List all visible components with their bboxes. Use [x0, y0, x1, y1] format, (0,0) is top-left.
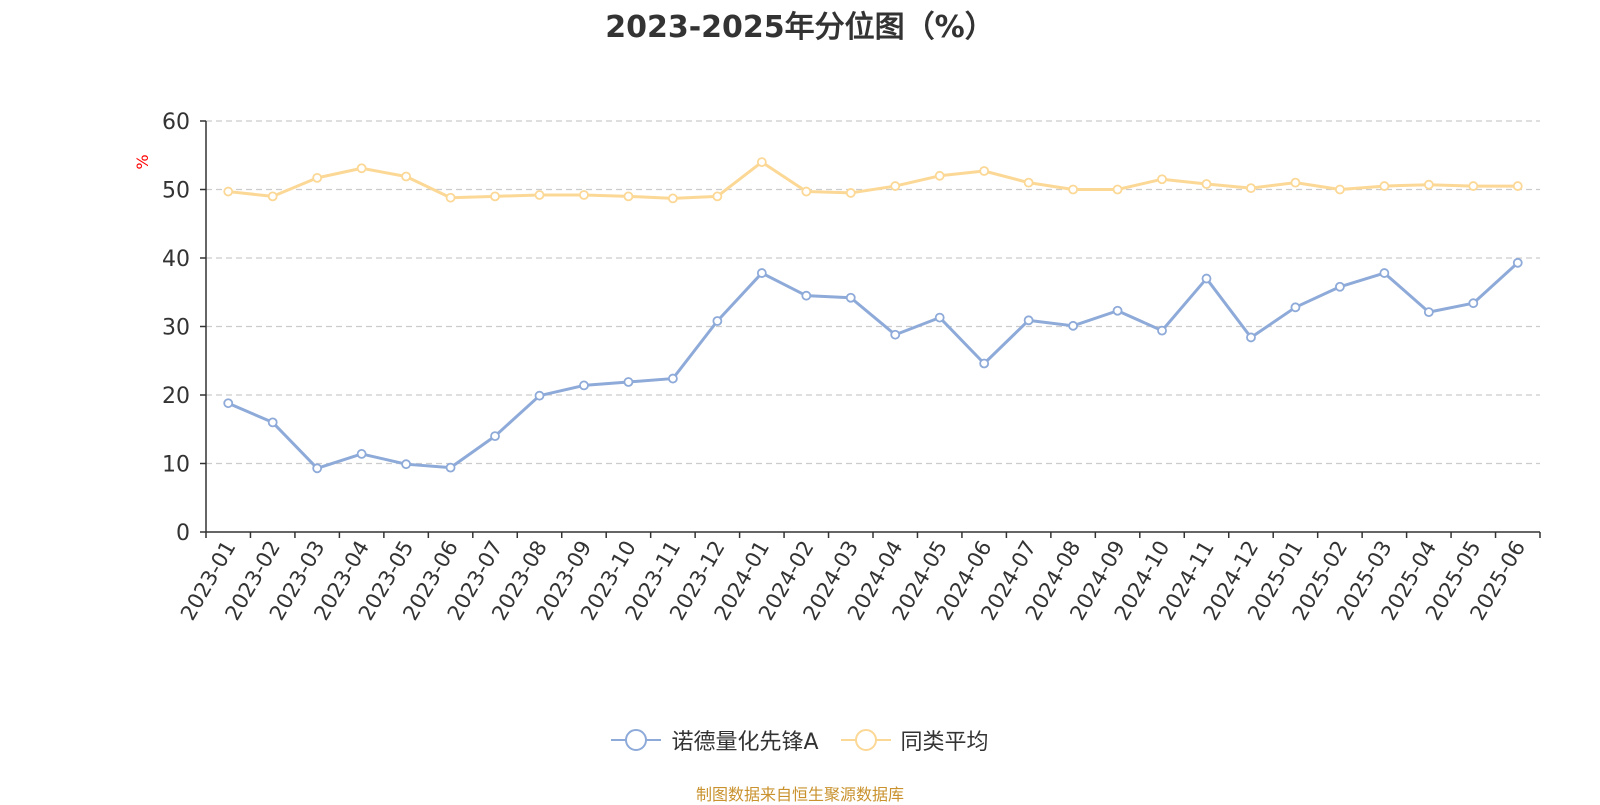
- data-point: [1379, 268, 1390, 278]
- y-tick-label: 60: [162, 110, 190, 135]
- data-point: [712, 191, 723, 202]
- data-point: [579, 380, 589, 391]
- legend: 诺德量化先锋A 同类平均: [0, 724, 1600, 756]
- legend-label: 同类平均: [900, 730, 989, 755]
- legend-marker-icon: [611, 729, 662, 751]
- data-point: [1068, 320, 1078, 331]
- data-point: [668, 193, 678, 204]
- data-point: [1379, 181, 1390, 191]
- data-point: [490, 191, 500, 202]
- data-point: [223, 398, 234, 409]
- data-point: [756, 157, 767, 168]
- data-point: [1246, 183, 1256, 194]
- legend-marker-icon: [840, 729, 891, 751]
- legend-item-series-1[interactable]: 诺德量化先锋A: [611, 724, 819, 756]
- data-point: [1157, 325, 1167, 336]
- data-point: [356, 163, 367, 174]
- data-point: [1512, 257, 1523, 268]
- data-point: [401, 459, 412, 470]
- data-point: [623, 377, 634, 387]
- data-point: [979, 166, 990, 176]
- y-tick-label: 0: [176, 521, 190, 546]
- y-tick-label: 40: [162, 247, 190, 272]
- y-tick-label: 20: [162, 384, 190, 409]
- data-point: [445, 462, 456, 473]
- data-point: [490, 431, 500, 442]
- legend-label: 诺德量化先锋A: [671, 730, 819, 755]
- data-point: [1290, 177, 1301, 188]
- data-point: [668, 373, 678, 384]
- y-tick-label: 50: [162, 179, 190, 204]
- data-point: [579, 190, 589, 200]
- data-point: [1201, 273, 1212, 284]
- data-point: [401, 171, 412, 182]
- data-point: [934, 312, 945, 323]
- data-point: [445, 192, 456, 203]
- data-point: [1023, 177, 1034, 188]
- data-point: [756, 268, 767, 278]
- data-point: [1512, 181, 1523, 191]
- source-note: 制图数据来自恒生聚源数据库: [695, 785, 904, 804]
- data-point: [1290, 302, 1301, 313]
- data-point: [1246, 332, 1256, 343]
- data-point: [845, 188, 856, 198]
- data-point: [356, 449, 367, 459]
- data-point: [890, 329, 901, 340]
- data-point: [801, 186, 812, 197]
- data-point: [1201, 179, 1212, 189]
- data-point: [312, 463, 323, 474]
- data-point: [267, 191, 278, 202]
- data-point: [1112, 305, 1123, 316]
- data-point: [1335, 184, 1345, 195]
- data-point: [890, 181, 901, 191]
- legend-item-series-2[interactable]: 同类平均: [840, 724, 989, 756]
- y-axis-label: %: [133, 154, 152, 169]
- data-point: [1468, 181, 1479, 191]
- data-point: [1068, 184, 1078, 195]
- data-point: [623, 191, 634, 202]
- data-point: [534, 190, 545, 200]
- data-point: [1468, 298, 1479, 309]
- data-point: [312, 172, 323, 183]
- series-line: [227, 261, 1519, 470]
- chart-title: 2023-2025年分位图（%）: [605, 10, 995, 45]
- data-point: [845, 292, 856, 303]
- data-point: [1423, 307, 1434, 318]
- data-point: [712, 316, 723, 326]
- data-point: [1112, 184, 1123, 195]
- data-point: [1335, 281, 1345, 292]
- series-line: [228, 160, 1518, 200]
- y-tick-label: 30: [162, 316, 190, 341]
- data-point: [1423, 179, 1434, 190]
- data-point: [801, 290, 812, 301]
- data-point: [1023, 315, 1034, 326]
- data-point: [934, 170, 945, 181]
- data-point: [534, 390, 545, 401]
- data-point: [1157, 174, 1167, 185]
- data-point: [979, 358, 990, 369]
- y-tick-label: 10: [162, 453, 190, 478]
- data-point: [267, 417, 278, 428]
- data-point: [223, 186, 234, 197]
